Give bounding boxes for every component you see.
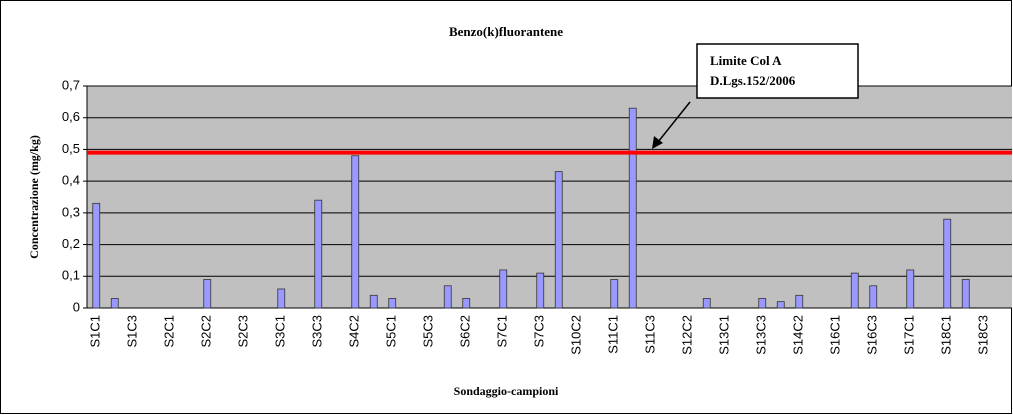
x-tick-label: S7C3 <box>532 315 547 348</box>
x-tick-label: S2C3 <box>236 315 251 348</box>
bar <box>92 202 101 309</box>
y-tick-label: 0,5 <box>62 141 80 156</box>
bar <box>943 218 952 309</box>
bar <box>499 269 508 309</box>
x-tick-label: S5C3 <box>421 315 436 348</box>
x-tick-label: S6C2 <box>458 315 473 348</box>
bar <box>388 298 397 309</box>
bar <box>869 285 878 309</box>
x-tick-label: S10C2 <box>569 315 584 355</box>
y-tick-label: 0,1 <box>62 268 80 283</box>
bar <box>203 279 212 309</box>
x-axis-label: Sondaggio-campioni <box>454 384 559 398</box>
annotation-arrow <box>657 101 691 143</box>
bar <box>536 272 545 309</box>
bar <box>610 279 619 309</box>
bar <box>443 285 452 309</box>
bar <box>795 294 804 309</box>
bar <box>628 107 637 309</box>
x-tick-label: S14C2 <box>791 315 806 355</box>
bar <box>758 298 767 309</box>
x-tick-label: S16C1 <box>828 315 843 355</box>
x-tick-label: S12C2 <box>680 315 695 355</box>
y-tick-label: 0,7 <box>62 77 80 92</box>
y-tick-label: 0,3 <box>62 204 80 219</box>
annotation-text: D.Lgs.152/2006 <box>710 73 796 88</box>
y-tick-label: 0 <box>73 299 80 314</box>
bar <box>277 288 286 309</box>
bar <box>961 279 970 309</box>
bar <box>110 298 119 309</box>
x-tick-label: S13C3 <box>754 315 769 355</box>
bar <box>462 298 471 309</box>
x-tick-label: S3C3 <box>310 315 325 348</box>
bar <box>776 301 785 309</box>
arrow-head <box>652 136 663 149</box>
y-axis-label: Concentrazione (mg/kg) <box>27 135 41 259</box>
bar <box>850 272 859 309</box>
bar <box>369 294 378 309</box>
y-tick-label: 0,6 <box>62 109 80 124</box>
bar <box>702 298 711 309</box>
annotation-text: Limite Col A <box>710 53 782 68</box>
x-tick-label: S5C1 <box>384 315 399 348</box>
x-tick-label: S7C1 <box>495 315 510 348</box>
x-tick-label: S3C1 <box>273 315 288 348</box>
x-tick-label: S17C1 <box>902 315 917 355</box>
x-tick-label: S11C1 <box>606 315 621 354</box>
chart-title: Benzo(k)fluorantene <box>449 24 563 39</box>
bar <box>906 269 915 309</box>
x-tick-label: S2C1 <box>162 315 177 348</box>
x-tick-label: S2C2 <box>199 315 214 348</box>
plot-area <box>87 86 1012 308</box>
y-tick-label: 0,4 <box>62 173 80 188</box>
bar <box>351 155 360 309</box>
x-tick-label: S1C1 <box>88 315 103 348</box>
x-tick-label: S16C3 <box>865 315 880 355</box>
bar <box>554 171 563 309</box>
x-tick-label: S1C3 <box>125 315 140 348</box>
x-tick-label: S4C2 <box>347 315 362 348</box>
annotation-box <box>696 43 859 99</box>
x-tick-label: S18C1 <box>939 315 954 355</box>
bar <box>314 199 323 309</box>
x-tick-label: S11C3 <box>643 315 658 354</box>
y-tick-label: 0,2 <box>62 236 80 251</box>
x-tick-label: S18C3 <box>976 315 991 355</box>
x-tick-label: S13C1 <box>717 315 732 355</box>
